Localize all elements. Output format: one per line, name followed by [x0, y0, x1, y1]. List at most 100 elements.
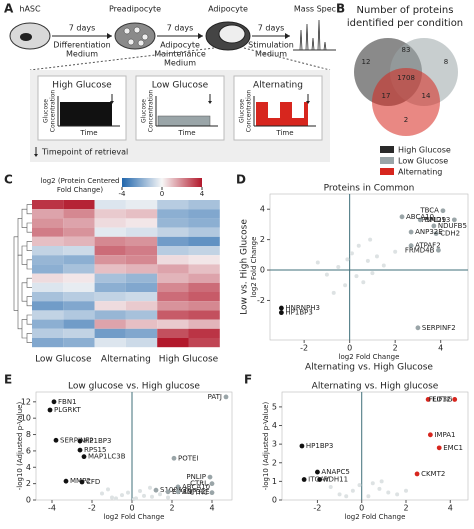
heatmap-cell	[125, 227, 158, 237]
y-label: Glucose	[141, 99, 148, 123]
point	[324, 272, 329, 277]
step-medium: Stimulation	[248, 41, 294, 50]
point	[166, 495, 170, 500]
x-tick-label: 0	[347, 344, 352, 353]
arrow-head	[107, 33, 112, 39]
plot-frame	[281, 391, 469, 501]
heatmap-cell	[157, 338, 189, 348]
plot-frame	[269, 193, 469, 341]
point	[451, 217, 457, 223]
legend-label: Low Glucose	[398, 157, 448, 166]
heatmap-cell	[94, 338, 126, 348]
y-label: Concentration	[148, 90, 155, 133]
heatmap-cell	[94, 246, 126, 256]
x-label: Time	[275, 129, 293, 137]
profile	[60, 102, 112, 126]
point	[299, 443, 305, 449]
stage-label: Adipocyte	[208, 5, 248, 14]
venn-set	[372, 68, 440, 136]
profile	[157, 115, 211, 127]
colorbar-title: log2 (Protein Centered	[41, 177, 120, 185]
heatmap-cell	[32, 328, 64, 338]
heatmap-cell	[125, 319, 158, 329]
dendrogram	[26, 333, 32, 343]
point	[315, 260, 320, 265]
arrow-head	[34, 154, 38, 157]
heatmap-cell	[157, 292, 189, 302]
heatmap-cell	[188, 282, 220, 292]
point	[366, 494, 371, 499]
point-label: ANAPC5	[321, 468, 349, 476]
point	[81, 454, 87, 460]
point	[209, 490, 215, 496]
panel-label: D	[236, 173, 246, 187]
point	[150, 494, 154, 499]
heatmap-cell	[63, 209, 95, 219]
point	[433, 231, 439, 236]
venn-count: 8	[444, 58, 448, 66]
point	[315, 469, 320, 475]
heatmap-cell	[125, 255, 158, 265]
y-unit: -log10 (Adjusted p-Value)	[16, 402, 24, 491]
legend-swatch	[380, 146, 394, 153]
colorbar-tick-label: 4	[200, 190, 205, 198]
x-tick-label: -2	[88, 504, 96, 513]
dendrogram	[17, 218, 22, 256]
point-label: MAP1LC3B	[88, 453, 126, 461]
y-tick-label: 0	[272, 496, 277, 505]
heatmap-cell	[188, 264, 220, 274]
point	[379, 479, 384, 484]
y-tick-label: 2	[26, 479, 31, 488]
heatmap-cell	[157, 236, 189, 246]
heatmap-cell	[188, 319, 220, 329]
spectrum	[295, 19, 334, 51]
point-label: TBCA	[419, 207, 439, 215]
heatmap-cell	[94, 209, 126, 219]
point-label: EIF3G	[432, 395, 452, 403]
point-label: PLGRKT	[54, 406, 81, 414]
condition-title: Low Glucose	[152, 81, 209, 91]
point-label: HP1BP3	[285, 309, 312, 317]
point	[408, 243, 414, 249]
heatmap-cell	[125, 282, 158, 292]
venn-count: 12	[362, 58, 371, 66]
heatmap-cell	[32, 301, 64, 311]
x-unit: log2 Fold Change	[345, 513, 406, 521]
point	[356, 243, 361, 248]
point	[132, 497, 136, 502]
heatmap-cell	[125, 328, 158, 338]
y-tick-label: 0	[26, 496, 31, 505]
heatmap-cell	[32, 200, 64, 210]
x-unit: log2 Fold Change	[104, 513, 165, 521]
heatmap-cell	[157, 255, 189, 265]
x-tick-label: -2	[313, 504, 321, 513]
dendrogram	[21, 208, 27, 228]
dendrogram	[26, 222, 32, 233]
heatmap-cell	[32, 310, 64, 320]
dendrogram	[13, 236, 18, 311]
heatmap-cell	[63, 328, 95, 338]
point	[317, 477, 323, 482]
heatmap-cell	[125, 310, 158, 320]
point-label: CTRL	[190, 480, 208, 488]
point	[436, 247, 441, 253]
step-medium: Medium	[255, 50, 287, 59]
point	[126, 490, 130, 495]
step-duration: 7 days	[258, 24, 285, 33]
point-label: SERPINF2	[60, 436, 94, 444]
arrow-head	[285, 33, 290, 39]
heatmap-cell	[125, 273, 158, 283]
plot-title: Proteins in Common	[324, 184, 415, 194]
panel-label: A	[4, 2, 14, 16]
heatmap-cell	[157, 246, 189, 256]
point	[120, 493, 124, 498]
point-label: IMPA1	[434, 431, 455, 439]
x-tick-label: 4	[438, 344, 443, 353]
step-duration: 7 days	[69, 24, 96, 33]
x-label: Alternating vs. High Glucose	[305, 363, 433, 373]
point-label: ATPAF2	[415, 242, 441, 250]
point	[148, 485, 152, 490]
lipid	[141, 33, 149, 41]
legend-label: Alternating	[398, 168, 442, 177]
